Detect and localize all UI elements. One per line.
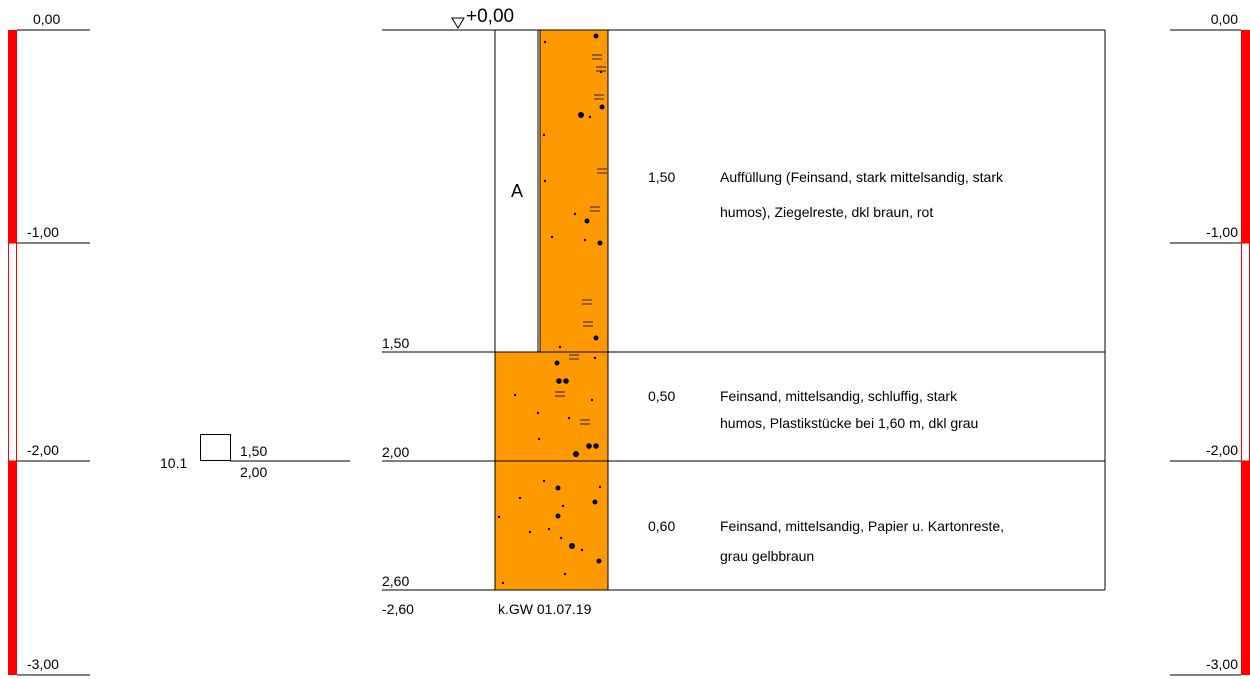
sample-top: 1,50 xyxy=(240,443,267,459)
borehole-log: 0,00 -1,00 -2,00 -3,00 0,00 -1,00 -2,00 … xyxy=(0,0,1250,679)
level-marker xyxy=(452,18,464,28)
layer-column xyxy=(495,461,608,590)
sample-box xyxy=(201,435,231,461)
scale-label: -2,00 xyxy=(1206,442,1238,458)
soil-dot xyxy=(600,105,605,110)
soil-dot xyxy=(593,500,598,505)
soil-dot xyxy=(594,357,596,359)
soil-dot xyxy=(544,41,546,43)
layer-description: humos), Ziegelreste, dkl braun, rot xyxy=(720,204,933,220)
soil-dot xyxy=(562,505,564,507)
soil-dot xyxy=(585,219,590,224)
groundwater: k.GW 01.07.19 xyxy=(498,601,592,617)
soil-dot xyxy=(586,443,592,449)
layer-thickness: 0,50 xyxy=(648,388,675,404)
soil-dot xyxy=(573,451,579,457)
top-level: +0,00 xyxy=(466,6,514,27)
soil-dot xyxy=(551,236,553,238)
soil-dot xyxy=(502,582,504,584)
soil-dot xyxy=(584,239,586,241)
soil-dot xyxy=(598,241,603,246)
layer-description: grau gelbbraun xyxy=(720,548,814,564)
soil-dot xyxy=(591,399,593,401)
layer-description: Feinsand, mittelsandig, Papier u. Karton… xyxy=(720,518,1004,534)
soil-dot xyxy=(581,549,583,551)
scale-label: -2,00 xyxy=(27,442,59,458)
soil-dot xyxy=(569,543,575,549)
layer-thickness: 0,60 xyxy=(648,518,675,534)
layer-depth: 2,00 xyxy=(382,444,409,460)
soil-dot xyxy=(529,531,531,533)
bottom-level: -2,60 xyxy=(382,601,414,617)
layer-column xyxy=(540,30,608,352)
scale-label: -1,00 xyxy=(1206,224,1238,240)
scale-label: -3,00 xyxy=(27,656,59,672)
scale-bar xyxy=(8,30,17,243)
soil-dot xyxy=(556,486,561,491)
layer-description: Feinsand, mittelsandig, schluffig, stark xyxy=(720,388,958,404)
scale-label: -1,00 xyxy=(27,224,59,240)
soil-dot xyxy=(514,394,516,396)
layer-thickness: 1,50 xyxy=(648,169,675,185)
soil-dot xyxy=(564,573,566,575)
soil-dot xyxy=(574,213,576,215)
soil-dot xyxy=(599,486,601,488)
soil-dot xyxy=(556,378,562,384)
sample-id: 10.1 xyxy=(160,455,187,471)
layer-depth: 1,50 xyxy=(382,335,409,351)
scale-label: -3,00 xyxy=(1206,656,1238,672)
layer-description: Auffüllung (Feinsand, stark mittelsandig… xyxy=(720,169,1004,185)
soil-dot xyxy=(559,346,561,348)
soil-dot xyxy=(555,361,560,366)
soil-dot xyxy=(519,497,521,499)
soil-dot xyxy=(543,134,545,136)
soil-dot xyxy=(538,438,540,440)
soil-dot xyxy=(498,516,500,518)
fill-label: A xyxy=(511,181,523,201)
scale-bar xyxy=(1242,243,1250,461)
soil-dot xyxy=(597,559,602,564)
soil-dot xyxy=(589,116,591,118)
soil-dot xyxy=(568,417,570,419)
soil-dot xyxy=(563,378,569,384)
soil-dot xyxy=(560,537,562,539)
soil-dot xyxy=(594,34,599,39)
soil-dot xyxy=(548,528,550,530)
layer-depth: 2,60 xyxy=(382,573,409,589)
scale-bar xyxy=(8,461,17,675)
soil-dot xyxy=(578,112,584,118)
scale-label: 0,00 xyxy=(1211,11,1238,27)
soil-dot xyxy=(593,443,599,449)
layer-description: humos, Plastikstücke bei 1,60 m, dkl gra… xyxy=(720,415,978,431)
scale-label: 0,00 xyxy=(33,11,60,27)
soil-dot xyxy=(543,480,545,482)
scale-bar xyxy=(1241,461,1250,675)
soil-dot xyxy=(537,412,539,414)
scale-bar xyxy=(9,243,17,461)
soil-dot xyxy=(556,514,561,519)
soil-dot xyxy=(544,180,546,182)
sample-bottom: 2,00 xyxy=(240,464,267,480)
scale-bar xyxy=(1241,30,1250,243)
soil-dot xyxy=(594,336,599,341)
